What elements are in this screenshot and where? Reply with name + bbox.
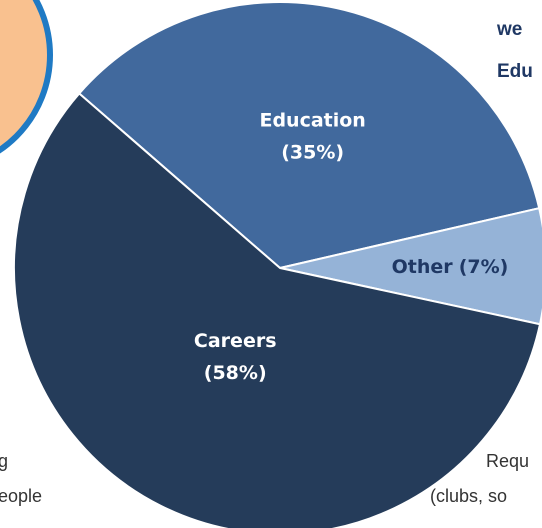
- category-label: Education: [259, 110, 365, 132]
- annotation: Requ: [486, 451, 529, 471]
- slice: [77, 1, 541, 270]
- annotation: we: [496, 19, 522, 40]
- annotation: eople: [0, 486, 42, 506]
- value-label: (58%): [204, 362, 267, 384]
- value-label: (35%): [281, 142, 344, 164]
- slice: [279, 206, 542, 326]
- category-label: Careers: [194, 330, 277, 352]
- annotation: (clubs, so: [430, 486, 507, 506]
- data-label: Other (7%): [392, 255, 509, 277]
- slice: [13, 92, 542, 528]
- labels: Education (35%) Other (7%) Careers (58%): [194, 110, 508, 384]
- value-label: (7%): [459, 255, 509, 277]
- category-label: Other: [392, 255, 454, 277]
- annotation: Edu: [497, 61, 533, 82]
- pie: [13, 1, 542, 528]
- annotation: g: [0, 451, 8, 471]
- decor-circle: [0, 0, 53, 154]
